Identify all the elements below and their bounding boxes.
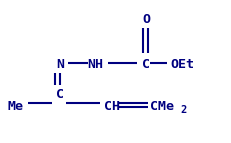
Text: OEt: OEt	[170, 58, 194, 71]
Text: 2: 2	[180, 105, 186, 115]
Text: C: C	[142, 58, 150, 71]
Text: Me: Me	[8, 100, 24, 113]
Text: CMe: CMe	[150, 100, 174, 113]
Text: CH: CH	[104, 100, 120, 113]
Text: N: N	[56, 58, 64, 71]
Text: O: O	[142, 13, 150, 26]
Text: NH: NH	[87, 58, 103, 71]
Text: C: C	[56, 88, 64, 101]
